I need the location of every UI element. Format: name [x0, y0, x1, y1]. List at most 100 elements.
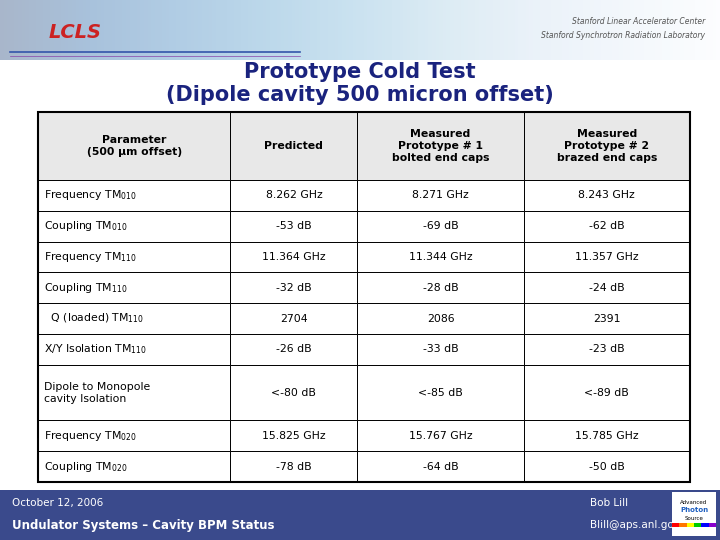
Text: Predicted: Predicted	[264, 141, 323, 151]
Bar	[358, 451, 523, 482]
Bar	[230, 451, 358, 482]
Bar	[672, 492, 716, 536]
Text: October 12, 2006: October 12, 2006	[12, 498, 103, 508]
Bar	[523, 451, 690, 482]
Text: <-80 dB: <-80 dB	[271, 388, 316, 397]
Text: 2391: 2391	[593, 314, 621, 323]
Bar	[230, 272, 358, 303]
Bar	[38, 303, 230, 334]
Bar	[523, 180, 690, 211]
Bar	[358, 420, 523, 451]
Text: -23 dB: -23 dB	[589, 345, 625, 354]
Text: 8.271 GHz: 8.271 GHz	[413, 190, 469, 200]
Text: -50 dB: -50 dB	[589, 462, 625, 471]
Bar	[694, 523, 701, 527]
Bar	[358, 180, 523, 211]
Text: Q (loaded) TM$_{110}$: Q (loaded) TM$_{110}$	[44, 312, 144, 326]
Text: 11.357 GHz: 11.357 GHz	[575, 252, 639, 262]
Bar	[38, 112, 230, 180]
Text: 15.785 GHz: 15.785 GHz	[575, 431, 639, 441]
Bar	[230, 420, 358, 451]
Bar	[38, 334, 230, 365]
Bar	[523, 334, 690, 365]
Text: Stanford Synchrotron Radiation Laboratory: Stanford Synchrotron Radiation Laborator…	[541, 31, 705, 40]
Bar	[358, 211, 523, 241]
Text: Photon: Photon	[680, 507, 708, 513]
Bar	[523, 241, 690, 272]
Text: -26 dB: -26 dB	[276, 345, 312, 354]
Bar	[230, 303, 358, 334]
Bar	[38, 211, 230, 241]
Text: 2086: 2086	[427, 314, 454, 323]
Text: -28 dB: -28 dB	[423, 283, 459, 293]
Text: Dipole to Monopole
cavity Isolation: Dipole to Monopole cavity Isolation	[44, 382, 150, 403]
Bar	[523, 272, 690, 303]
Text: Parameter
(500 µm offset): Parameter (500 µm offset)	[86, 135, 181, 157]
Bar	[0, 490, 720, 540]
Text: Coupling TM$_{110}$: Coupling TM$_{110}$	[44, 281, 127, 295]
Text: Coupling TM$_{010}$: Coupling TM$_{010}$	[44, 219, 127, 233]
Text: Prototype Cold Test: Prototype Cold Test	[244, 62, 476, 82]
Bar	[38, 272, 230, 303]
Bar	[523, 365, 690, 420]
Text: Measured
Prototype # 2
brazed end caps: Measured Prototype # 2 brazed end caps	[557, 129, 657, 163]
Bar	[523, 211, 690, 241]
Text: Frequency TM$_{110}$: Frequency TM$_{110}$	[44, 250, 137, 264]
Bar	[679, 523, 687, 527]
Text: 2704: 2704	[280, 314, 307, 323]
Bar	[230, 334, 358, 365]
Text: LCLS: LCLS	[48, 23, 102, 42]
Bar	[38, 420, 230, 451]
Text: Coupling TM$_{020}$: Coupling TM$_{020}$	[44, 460, 127, 474]
Bar	[672, 523, 679, 527]
Text: X/Y Isolation TM$_{110}$: X/Y Isolation TM$_{110}$	[44, 342, 147, 356]
Bar	[358, 365, 523, 420]
Text: <-85 dB: <-85 dB	[418, 388, 463, 397]
Bar	[38, 241, 230, 272]
Bar	[701, 523, 708, 527]
Text: 11.364 GHz: 11.364 GHz	[262, 252, 325, 262]
Text: -24 dB: -24 dB	[589, 283, 625, 293]
Text: -64 dB: -64 dB	[423, 462, 459, 471]
Text: Blill@aps.anl.gov: Blill@aps.anl.gov	[590, 520, 680, 530]
Text: -69 dB: -69 dB	[423, 221, 459, 231]
Text: Undulator Systems – Cavity BPM Status: Undulator Systems – Cavity BPM Status	[12, 518, 274, 531]
Bar	[358, 334, 523, 365]
Text: 11.344 GHz: 11.344 GHz	[409, 252, 472, 262]
Bar	[38, 451, 230, 482]
Bar	[230, 241, 358, 272]
Bar	[38, 365, 230, 420]
Bar	[38, 180, 230, 211]
Text: Frequency TM$_{010}$: Frequency TM$_{010}$	[44, 188, 137, 202]
Text: Measured
Prototype # 1
bolted end caps: Measured Prototype # 1 bolted end caps	[392, 129, 490, 163]
Text: -53 dB: -53 dB	[276, 221, 312, 231]
Text: 8.243 GHz: 8.243 GHz	[578, 190, 635, 200]
Text: -62 dB: -62 dB	[589, 221, 625, 231]
Bar	[358, 303, 523, 334]
Bar	[708, 523, 716, 527]
Bar	[523, 303, 690, 334]
Bar	[230, 180, 358, 211]
Text: Advanced: Advanced	[680, 500, 708, 504]
Bar	[230, 211, 358, 241]
Text: -32 dB: -32 dB	[276, 283, 312, 293]
Text: <-89 dB: <-89 dB	[585, 388, 629, 397]
Text: Stanford Linear Accelerator Center: Stanford Linear Accelerator Center	[572, 17, 705, 26]
Text: 15.767 GHz: 15.767 GHz	[409, 431, 472, 441]
Text: (Dipole cavity 500 micron offset): (Dipole cavity 500 micron offset)	[166, 85, 554, 105]
Bar	[358, 112, 523, 180]
Text: -78 dB: -78 dB	[276, 462, 312, 471]
Text: 8.262 GHz: 8.262 GHz	[266, 190, 323, 200]
Text: Frequency TM$_{020}$: Frequency TM$_{020}$	[44, 429, 137, 443]
Bar	[38, 112, 690, 482]
Text: Bob Lill: Bob Lill	[590, 498, 628, 508]
Bar	[523, 420, 690, 451]
Bar	[358, 272, 523, 303]
Text: -33 dB: -33 dB	[423, 345, 459, 354]
Bar	[523, 112, 690, 180]
Bar	[230, 112, 358, 180]
Text: Source: Source	[685, 516, 703, 521]
Bar	[358, 241, 523, 272]
Text: 15.825 GHz: 15.825 GHz	[262, 431, 325, 441]
Bar	[687, 523, 694, 527]
